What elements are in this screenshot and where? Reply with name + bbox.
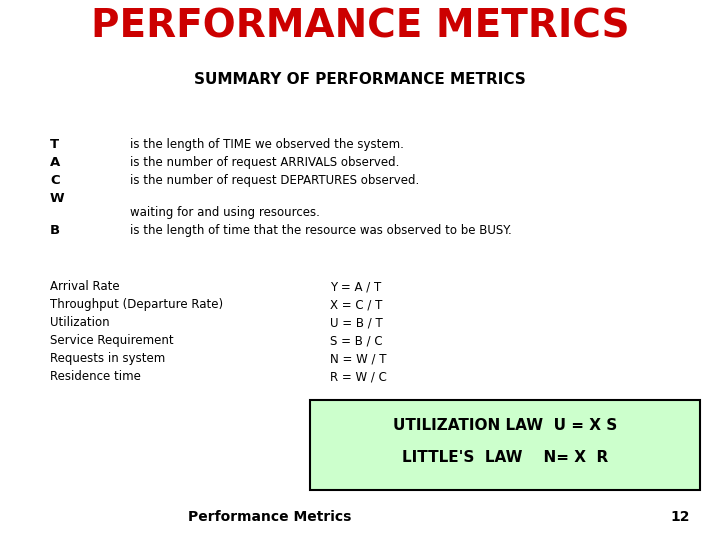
Text: SUMMARY OF PERFORMANCE METRICS: SUMMARY OF PERFORMANCE METRICS: [194, 72, 526, 87]
Text: Utilization: Utilization: [50, 316, 109, 329]
Text: Arrival Rate: Arrival Rate: [50, 280, 120, 293]
Text: B: B: [50, 224, 60, 237]
Text: is the length of time that the resource was observed to be BUSY.: is the length of time that the resource …: [130, 224, 512, 237]
Text: UTILIZATION LAW  U = X S: UTILIZATION LAW U = X S: [393, 418, 617, 433]
Text: is the length of TIME we observed the system.: is the length of TIME we observed the sy…: [130, 138, 404, 151]
Text: T: T: [50, 138, 59, 151]
Text: 12: 12: [670, 510, 690, 524]
Text: waiting for and using resources.: waiting for and using resources.: [130, 206, 320, 219]
FancyBboxPatch shape: [310, 400, 700, 490]
Text: PERFORMANCE METRICS: PERFORMANCE METRICS: [91, 8, 629, 46]
Text: S = B / C: S = B / C: [330, 334, 382, 347]
Text: LITTLE'S  LAW    N= X  R: LITTLE'S LAW N= X R: [402, 450, 608, 465]
Text: Service Requirement: Service Requirement: [50, 334, 174, 347]
Text: Requests in system: Requests in system: [50, 352, 166, 365]
Text: C: C: [50, 174, 60, 187]
Text: U = B / T: U = B / T: [330, 316, 383, 329]
Text: Y = A / T: Y = A / T: [330, 280, 382, 293]
Text: N = W / T: N = W / T: [330, 352, 387, 365]
Text: Performance Metrics: Performance Metrics: [189, 510, 351, 524]
Text: X = C / T: X = C / T: [330, 298, 382, 311]
Text: R = W / C: R = W / C: [330, 370, 387, 383]
Text: W: W: [50, 192, 65, 205]
Text: is the number of request ARRIVALS observed.: is the number of request ARRIVALS observ…: [130, 156, 400, 169]
Text: Throughput (Departure Rate): Throughput (Departure Rate): [50, 298, 223, 311]
Text: A: A: [50, 156, 60, 169]
Text: Residence time: Residence time: [50, 370, 141, 383]
Text: is the number of request DEPARTURES observed.: is the number of request DEPARTURES obse…: [130, 174, 419, 187]
